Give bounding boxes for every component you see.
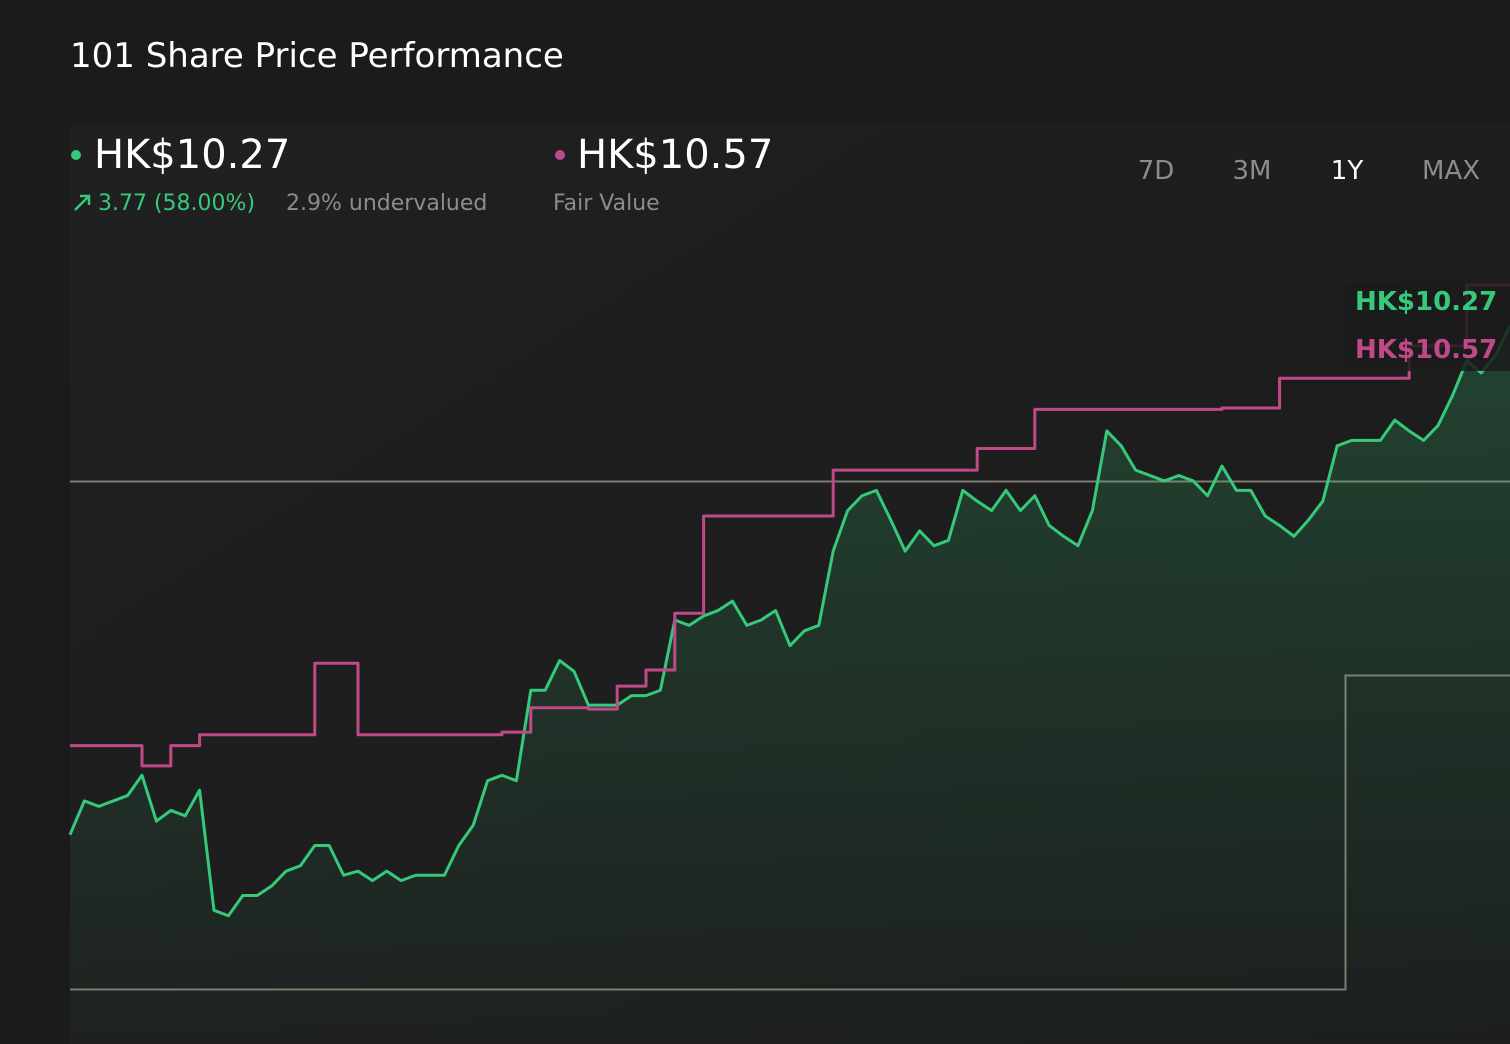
valuation: 2.9% undervalued [286, 191, 487, 216]
fair-value-line [70, 283, 1510, 768]
period-button[interactable]: 3M [1233, 156, 1272, 186]
price-change: 3.77 (58.00%) [98, 191, 255, 216]
period-button[interactable]: 1Y [1331, 156, 1364, 186]
plot [68, 283, 1510, 1044]
price-area [70, 325, 1510, 1044]
current-price: HK$10.27 [94, 132, 290, 178]
period-button[interactable]: 7D [1138, 156, 1175, 186]
end-label: HK$10.57 [1355, 335, 1497, 365]
price-line [68, 324, 1510, 918]
fair-value-caption: Fair Value [553, 191, 660, 216]
period-selector: 7D 3M 1Y MAX [1138, 156, 1480, 186]
end-label-box [1345, 283, 1510, 371]
title: 101 Share Price Performance [70, 36, 564, 76]
end-label: HK$10.27 [1355, 287, 1497, 317]
fair-value-price: HK$10.57 [577, 132, 773, 178]
legend-dot [71, 150, 81, 160]
trend-arrow [74, 194, 91, 211]
period-button[interactable]: MAX [1422, 156, 1480, 186]
legend-dot [555, 150, 565, 160]
